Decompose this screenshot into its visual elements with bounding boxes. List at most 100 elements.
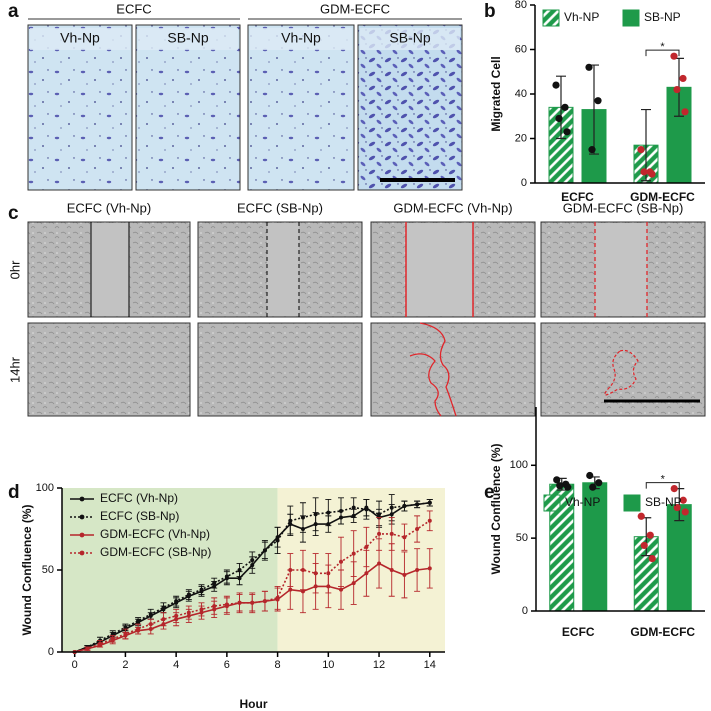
x-tick-label: ECFC bbox=[562, 625, 595, 639]
data-point bbox=[123, 625, 128, 630]
data-point bbox=[351, 505, 356, 510]
wound-edge bbox=[604, 349, 639, 396]
wound-gap bbox=[595, 223, 647, 316]
x-tick-label: 8 bbox=[275, 659, 281, 671]
y-tick-label: 20 bbox=[515, 132, 527, 144]
legend-swatch bbox=[622, 9, 640, 27]
y-tick-label: 40 bbox=[515, 88, 527, 100]
data-point bbox=[561, 103, 569, 111]
label-bg bbox=[250, 28, 352, 50]
panel-letter: d bbox=[8, 482, 20, 503]
row-label: 14hr bbox=[7, 356, 22, 383]
data-point bbox=[136, 627, 141, 632]
legend-label: Vh-NP bbox=[565, 495, 600, 509]
legend-swatch bbox=[542, 9, 560, 27]
y-tick-label: 0 bbox=[521, 177, 527, 189]
data-point bbox=[553, 476, 561, 484]
data-point bbox=[415, 568, 420, 572]
data-point bbox=[300, 589, 305, 594]
legend-marker bbox=[79, 550, 85, 556]
data-point bbox=[110, 631, 115, 636]
y-axis-label: Wound Confluence (%) bbox=[489, 443, 503, 574]
data-point bbox=[389, 531, 394, 536]
data-point bbox=[351, 551, 356, 556]
x-tick-label: 6 bbox=[224, 659, 230, 671]
data-point bbox=[415, 527, 420, 531]
data-point bbox=[262, 548, 267, 553]
legend-label: SB-NP bbox=[644, 10, 681, 24]
row-label: 0hr bbox=[7, 260, 22, 279]
data-point bbox=[377, 531, 382, 536]
data-point bbox=[237, 600, 242, 605]
data-point bbox=[679, 74, 687, 83]
wound-gap bbox=[91, 223, 129, 316]
legend-marker bbox=[79, 532, 85, 538]
shaded-region bbox=[62, 488, 278, 652]
data-point bbox=[427, 518, 432, 523]
micrograph bbox=[197, 322, 363, 417]
data-point bbox=[313, 571, 318, 576]
column-label: GDM-ECFC (Vh-Np) bbox=[393, 200, 512, 215]
data-point bbox=[85, 646, 90, 651]
data-point bbox=[98, 641, 103, 646]
y-tick-label: 60 bbox=[515, 43, 527, 55]
data-point bbox=[339, 587, 344, 592]
data-point bbox=[186, 592, 191, 597]
column-label: ECFC (Vh-Np) bbox=[67, 200, 152, 215]
data-point bbox=[300, 568, 305, 572]
y-axis-label: Migrated Cell bbox=[489, 56, 503, 131]
data-point bbox=[339, 508, 344, 513]
y-tick-label: 100 bbox=[510, 459, 528, 471]
legend-marker bbox=[79, 514, 85, 520]
data-point bbox=[288, 568, 293, 572]
data-point bbox=[364, 571, 369, 576]
y-tick-label: 0 bbox=[522, 605, 528, 617]
data-point bbox=[389, 505, 394, 510]
data-point bbox=[563, 128, 571, 136]
data-point bbox=[351, 581, 356, 586]
image-label: Vh-Np bbox=[281, 30, 321, 46]
data-point bbox=[250, 600, 255, 605]
error-bar bbox=[556, 75, 566, 140]
column-label: GDM-ECFC (SB-Np) bbox=[563, 200, 684, 215]
x-tick-label: 2 bbox=[122, 659, 128, 671]
data-point bbox=[199, 587, 204, 592]
significance-label: * bbox=[661, 474, 666, 486]
x-tick-label: GDM-ECFC bbox=[630, 190, 695, 204]
data-point bbox=[148, 622, 153, 627]
micrograph bbox=[247, 24, 355, 191]
data-point bbox=[364, 545, 369, 550]
x-tick-label: 14 bbox=[424, 659, 436, 671]
data-point bbox=[288, 587, 293, 592]
legend-swatch bbox=[543, 494, 561, 512]
data-point bbox=[427, 500, 432, 505]
data-point bbox=[326, 510, 331, 515]
data-point bbox=[402, 504, 407, 509]
data-point bbox=[585, 63, 593, 71]
data-point bbox=[427, 566, 432, 571]
data-point bbox=[250, 558, 255, 563]
data-point bbox=[212, 581, 217, 586]
x-tick-label: 0 bbox=[72, 659, 78, 671]
legend-label: GDM-ECFC (SB-Np) bbox=[100, 545, 211, 559]
legend-label: GDM-ECFC (Vh-Np) bbox=[100, 527, 210, 541]
image-label: SB-Np bbox=[389, 30, 430, 46]
data-point bbox=[339, 559, 344, 564]
micrograph bbox=[135, 24, 241, 191]
data-point bbox=[673, 503, 681, 512]
data-point bbox=[564, 483, 572, 491]
legend-label: ECFC (SB-Np) bbox=[100, 509, 179, 523]
data-point bbox=[648, 170, 656, 178]
image-label: SB-Np bbox=[167, 30, 208, 46]
data-point bbox=[199, 607, 204, 612]
data-point bbox=[313, 512, 318, 517]
data-point bbox=[556, 482, 564, 490]
data-point bbox=[640, 541, 648, 550]
data-point bbox=[415, 502, 420, 507]
data-point bbox=[594, 97, 602, 105]
panel-letter: b bbox=[484, 1, 496, 22]
bar bbox=[666, 504, 692, 612]
data-point bbox=[161, 617, 166, 622]
data-point bbox=[224, 574, 229, 579]
